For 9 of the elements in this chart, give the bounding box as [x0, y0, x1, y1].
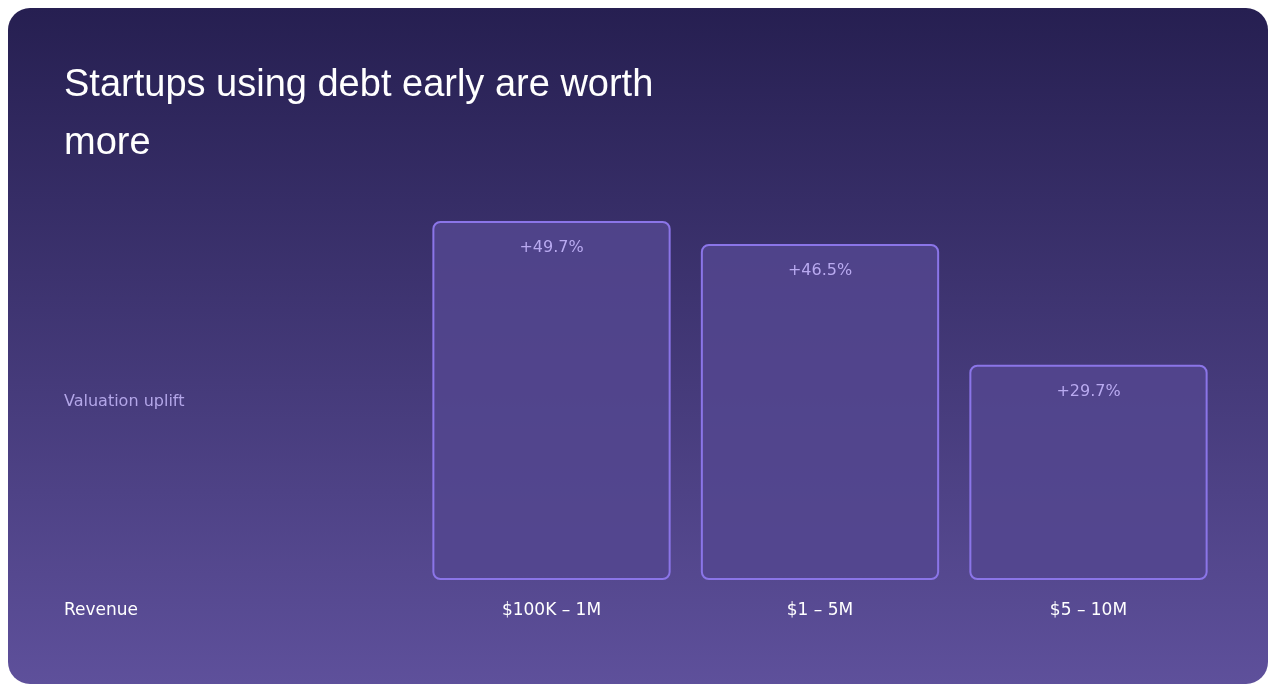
x-tick-label: $100K – 1M	[501, 599, 602, 619]
text: Valuation uplift	[64, 391, 185, 410]
x-tick-label: $1 – 5M	[786, 599, 854, 619]
chart-title: Startups using debt early are worth more	[64, 62, 654, 162]
data-label: +29.7%	[1056, 380, 1121, 400]
text: Revenue	[64, 599, 139, 619]
data-label: +49.7%	[519, 237, 584, 256]
data-label: +46.5%	[787, 259, 853, 279]
x-tick-label: $5 – 10M	[1049, 599, 1128, 619]
